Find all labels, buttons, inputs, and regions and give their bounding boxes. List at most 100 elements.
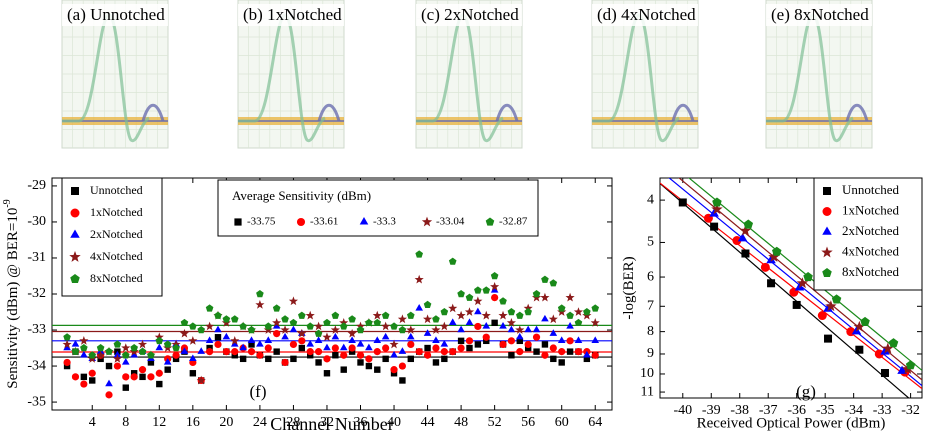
- marker: [365, 318, 373, 327]
- eye-pulse: [238, 13, 326, 143]
- marker: [855, 345, 864, 354]
- eye-pulse: [592, 13, 680, 143]
- marker: [197, 347, 206, 354]
- marker: [415, 304, 423, 311]
- marker: [188, 336, 198, 345]
- marker: [307, 352, 314, 359]
- marker: [541, 275, 549, 283]
- marker: [532, 290, 541, 298]
- marker: [397, 314, 407, 324]
- marker: [314, 348, 323, 356]
- marker: [130, 373, 138, 381]
- marker: [465, 318, 474, 326]
- eye-label-bg: [766, 4, 872, 26]
- fit-line: [678, 178, 922, 381]
- marker: [431, 325, 441, 334]
- marker: [298, 337, 306, 345]
- x-tick-label: -39: [702, 403, 721, 418]
- marker: [432, 344, 440, 352]
- marker: [823, 303, 833, 312]
- marker: [558, 359, 565, 366]
- marker: [180, 347, 189, 354]
- x-axis-label: Channel Number: [270, 414, 393, 434]
- marker: [448, 257, 457, 265]
- marker: [574, 318, 583, 327]
- marker: [711, 203, 723, 215]
- x-tick-label: 36: [354, 415, 368, 430]
- marker: [113, 362, 121, 370]
- marker: [573, 307, 584, 316]
- x-tick-label: -35: [816, 403, 835, 418]
- marker: [105, 391, 113, 399]
- x-tick-label: 28: [286, 415, 300, 430]
- marker: [490, 282, 500, 291]
- marker: [112, 354, 122, 363]
- eye-label: (b) 1xNotched: [243, 5, 342, 24]
- y-tick-label: 8: [647, 324, 654, 339]
- marker: [398, 347, 407, 354]
- marker: [398, 326, 407, 334]
- marker: [888, 338, 899, 348]
- marker: [739, 224, 752, 236]
- marker: [331, 344, 339, 352]
- marker: [322, 332, 332, 342]
- marker: [172, 355, 180, 363]
- marker: [897, 365, 907, 374]
- marker: [678, 198, 687, 207]
- marker: [70, 208, 80, 218]
- marker: [196, 375, 206, 385]
- marker: [524, 340, 532, 349]
- marker: [297, 328, 307, 338]
- marker: [339, 318, 349, 327]
- marker: [549, 344, 557, 352]
- marker: [330, 325, 340, 334]
- marker: [264, 336, 273, 344]
- marker: [214, 340, 222, 349]
- marker: [138, 366, 147, 374]
- eye-pulse: [62, 13, 150, 143]
- marker: [880, 346, 890, 355]
- marker: [348, 344, 356, 352]
- x-tick-label: 12: [152, 415, 166, 430]
- eye-echo: [495, 103, 519, 122]
- marker: [273, 330, 281, 338]
- marker: [590, 318, 600, 327]
- marker: [432, 359, 440, 366]
- marker: [272, 304, 281, 312]
- marker: [803, 272, 813, 282]
- marker: [760, 262, 770, 272]
- marker: [179, 328, 190, 338]
- legend-label: 8xNotched: [90, 271, 143, 285]
- marker: [280, 325, 290, 334]
- eye-diagram: (c) 2xNotched: [415, 0, 523, 149]
- marker: [356, 351, 365, 359]
- marker: [541, 314, 549, 322]
- marker: [591, 304, 600, 312]
- marker: [874, 349, 884, 359]
- marker: [347, 328, 357, 338]
- marker: [423, 329, 432, 336]
- marker: [222, 348, 230, 356]
- marker: [548, 314, 558, 324]
- marker: [356, 326, 365, 334]
- eye-echo: [317, 103, 341, 122]
- marker: [382, 344, 390, 352]
- panel-label: (g): [796, 382, 816, 401]
- marker: [272, 318, 282, 327]
- marker: [737, 233, 748, 242]
- marker: [557, 336, 566, 344]
- marker: [860, 316, 870, 326]
- marker: [272, 322, 281, 329]
- marker: [474, 286, 482, 294]
- marker: [306, 340, 315, 347]
- marker: [474, 307, 482, 315]
- marker: [490, 271, 499, 280]
- marker: [792, 300, 801, 309]
- marker: [80, 373, 88, 381]
- marker: [465, 337, 474, 345]
- x-tick-label: 48: [454, 415, 468, 430]
- marker: [825, 300, 837, 312]
- marker: [424, 344, 431, 352]
- y-axis-label-exponent: -9: [2, 199, 13, 207]
- marker: [767, 279, 776, 288]
